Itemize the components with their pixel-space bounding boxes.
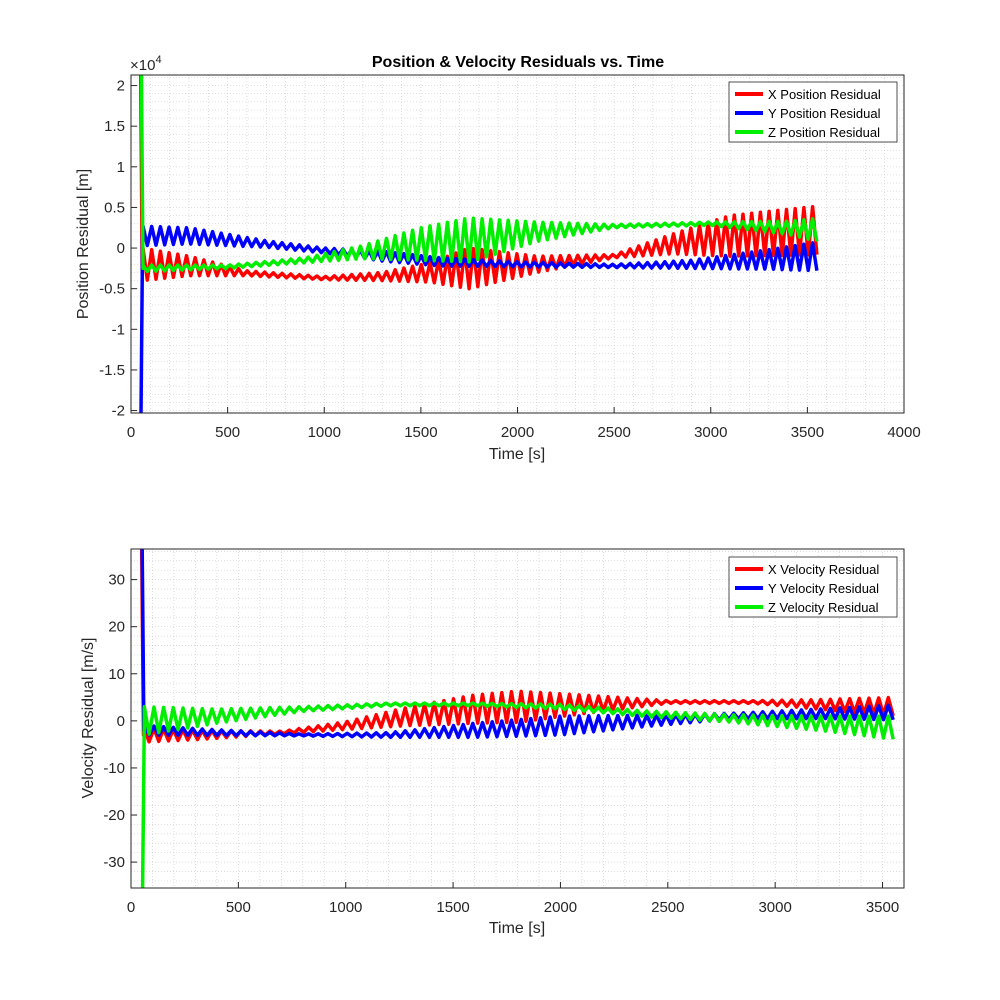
position-chart-series bbox=[138, 75, 819, 413]
y-exponent-power: 4 bbox=[155, 54, 161, 66]
legend-entry: Y Velocity Residual bbox=[768, 581, 879, 596]
legend-entry: Z Position Residual bbox=[768, 125, 880, 140]
x-tick-label: 2000 bbox=[544, 899, 577, 916]
velocity-chart: 0 500 1000 1500 2000 2500 3000 3500 -30 -20 -10 0 10… bbox=[80, 548, 905, 937]
x-tick-label: 4000 bbox=[887, 424, 920, 441]
x-tick-label: 3000 bbox=[758, 899, 791, 916]
position-chart-ticks: 0 500 1000 1500 2000 2500 3000 3500 4000 -2 -1.5 -1… bbox=[99, 78, 921, 441]
x-tick-label: 0 bbox=[127, 424, 135, 441]
y-tick-label: -0.5 bbox=[99, 281, 125, 298]
velocity-chart-xlabel: Time [s] bbox=[489, 920, 545, 937]
legend-entry: Z Velocity Residual bbox=[768, 600, 879, 615]
x-tick-label: 500 bbox=[215, 424, 240, 441]
y-tick-label: 1 bbox=[117, 159, 125, 176]
y-tick-label: -2 bbox=[112, 403, 125, 420]
x-tick-label: 2500 bbox=[651, 899, 684, 916]
x-tick-label: 0 bbox=[127, 899, 135, 916]
x-tick-label: 3000 bbox=[694, 424, 727, 441]
x-tick-label: 1000 bbox=[308, 424, 341, 441]
x-tick-label: 2000 bbox=[501, 424, 534, 441]
series-line-y-position-residual bbox=[139, 224, 819, 413]
x-tick-label: 3500 bbox=[791, 424, 824, 441]
x-tick-label: 500 bbox=[226, 899, 251, 916]
position-chart: 0 500 1000 1500 2000 2500 3000 3500 4000 -2 -1.5 -1… bbox=[75, 54, 921, 463]
x-tick-label: 1000 bbox=[329, 899, 362, 916]
x-tick-label: 3500 bbox=[866, 899, 899, 916]
series-line-z-position-residual bbox=[139, 75, 819, 274]
y-exponent-label: ×104 bbox=[130, 54, 162, 74]
series-line-y-velocity-residual bbox=[140, 549, 895, 740]
x-tick-label: 1500 bbox=[404, 424, 437, 441]
position-chart-xlabel: Time [s] bbox=[489, 446, 545, 463]
chart-title: Position & Velocity Residuals vs. Time bbox=[372, 54, 664, 71]
y-tick-label: 20 bbox=[108, 619, 125, 636]
series-line-x-position-residual bbox=[138, 75, 819, 291]
velocity-chart-legend: X Velocity Residual Y Velocity Residual Z … bbox=[728, 556, 898, 618]
legend-entry: X Position Residual bbox=[768, 87, 881, 102]
y-tick-label: 0 bbox=[117, 240, 125, 257]
y-tick-label: -20 bbox=[103, 807, 125, 824]
x-tick-label: 1500 bbox=[436, 899, 469, 916]
x-tick-label: 2500 bbox=[597, 424, 630, 441]
y-tick-label: 10 bbox=[108, 666, 125, 683]
velocity-chart-ylabel: Velocity Residual [m/s] bbox=[80, 638, 97, 799]
y-tick-label: -30 bbox=[103, 854, 125, 871]
y-tick-label: -1.5 bbox=[99, 362, 125, 379]
y-tick-label: 2 bbox=[117, 78, 125, 95]
y-exponent-base: ×10 bbox=[130, 57, 155, 74]
legend-entry: X Velocity Residual bbox=[768, 562, 879, 577]
series-line-z-velocity-residual bbox=[140, 701, 895, 888]
velocity-chart-axes-box bbox=[130, 548, 905, 889]
position-chart-ylabel: Position Residual [m] bbox=[75, 169, 92, 319]
position-chart-legend: X Position Residual Y Position Residual Z … bbox=[728, 81, 898, 143]
y-tick-label: 30 bbox=[108, 572, 125, 589]
y-tick-label: 0 bbox=[117, 713, 125, 730]
y-tick-label: -10 bbox=[103, 760, 125, 777]
y-tick-label: 0.5 bbox=[104, 199, 125, 216]
legend-entry: Y Position Residual bbox=[768, 106, 881, 121]
y-tick-label: 1.5 bbox=[104, 118, 125, 135]
velocity-chart-ticks: 0 500 1000 1500 2000 2500 3000 3500 -30 -20 -10 0 10… bbox=[103, 572, 899, 916]
velocity-chart-series bbox=[139, 549, 895, 888]
y-tick-label: -1 bbox=[112, 321, 125, 338]
velocity-chart-grid bbox=[130, 549, 905, 888]
